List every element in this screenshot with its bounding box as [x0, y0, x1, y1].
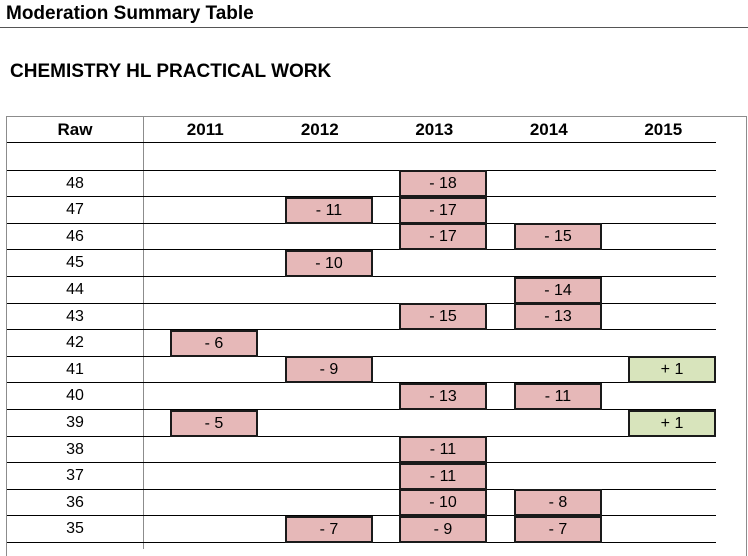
- raw-value: 37: [66, 467, 84, 484]
- raw-value: 42: [66, 334, 84, 351]
- adjustment-cell: - 17: [399, 223, 487, 250]
- adjustment-cell: - 15: [399, 303, 487, 330]
- adjustment-cell: - 11: [514, 383, 602, 410]
- adjustment-cell: - 9: [285, 356, 373, 383]
- adjustment-cell: - 8: [514, 489, 602, 516]
- adjustment-cell: - 6: [170, 330, 258, 357]
- raw-value: 47: [66, 201, 84, 218]
- adjustment-cell: - 11: [285, 197, 373, 224]
- row-rule: [7, 249, 716, 250]
- raw-value: 46: [66, 228, 84, 245]
- section-title: CHEMISTRY HL PRACTICAL WORK: [10, 61, 332, 82]
- adjustment-cell: - 11: [399, 463, 487, 490]
- raw-value: 35: [66, 520, 84, 537]
- moderation-table: [6, 116, 747, 556]
- adjustment-cell: - 17: [399, 197, 487, 224]
- row-rule: [7, 489, 716, 490]
- adjustment-cell: + 1: [628, 410, 716, 437]
- year-header-2011: 2011: [186, 120, 224, 139]
- year-header-2014: 2014: [529, 120, 568, 139]
- row-rule: [7, 329, 716, 330]
- raw-value: [7, 143, 143, 170]
- adjustment-cell: - 7: [285, 516, 373, 543]
- header-rule: [7, 142, 716, 143]
- row-rule: [7, 436, 716, 437]
- adjustment-cell: - 13: [399, 383, 487, 410]
- adjustment-cell: - 14: [514, 277, 602, 304]
- year-header-2012: 2012: [300, 120, 339, 139]
- raw-value: 41: [66, 361, 84, 378]
- row-rule: [7, 196, 716, 197]
- document-title: Moderation Summary Table: [6, 3, 254, 24]
- adjustment-cell: + 1: [628, 356, 716, 383]
- adjustment-cell: - 15: [514, 223, 602, 250]
- adjustment-cell: - 11: [399, 436, 487, 463]
- row-rule: [7, 170, 716, 171]
- raw-value: 36: [66, 494, 84, 511]
- row-rule: [7, 462, 716, 463]
- raw-value: 40: [66, 387, 84, 404]
- adjustment-cell: - 18: [399, 170, 487, 197]
- title-underline: [0, 27, 748, 28]
- adjustment-cell: - 13: [514, 303, 602, 330]
- adjustment-cell: - 9: [399, 516, 487, 543]
- raw-value: 45: [66, 254, 84, 271]
- row-rule: [7, 409, 716, 410]
- raw-value: 43: [66, 308, 84, 325]
- raw-column-header: Raw: [57, 120, 93, 139]
- adjustment-cell: - 5: [170, 410, 258, 437]
- adjustment-cell: - 7: [514, 516, 602, 543]
- raw-column-divider: [143, 116, 144, 549]
- raw-value: 48: [66, 175, 84, 192]
- year-header-2013: 2013: [415, 120, 454, 139]
- year-header-2015: 2015: [644, 120, 683, 139]
- raw-value: 38: [66, 441, 84, 458]
- raw-value: 39: [66, 414, 84, 431]
- row-rule: [7, 303, 716, 304]
- adjustment-cell: - 10: [285, 250, 373, 277]
- raw-value: 44: [66, 281, 84, 298]
- row-rule: [7, 515, 716, 516]
- adjustment-cell: - 10: [399, 489, 487, 516]
